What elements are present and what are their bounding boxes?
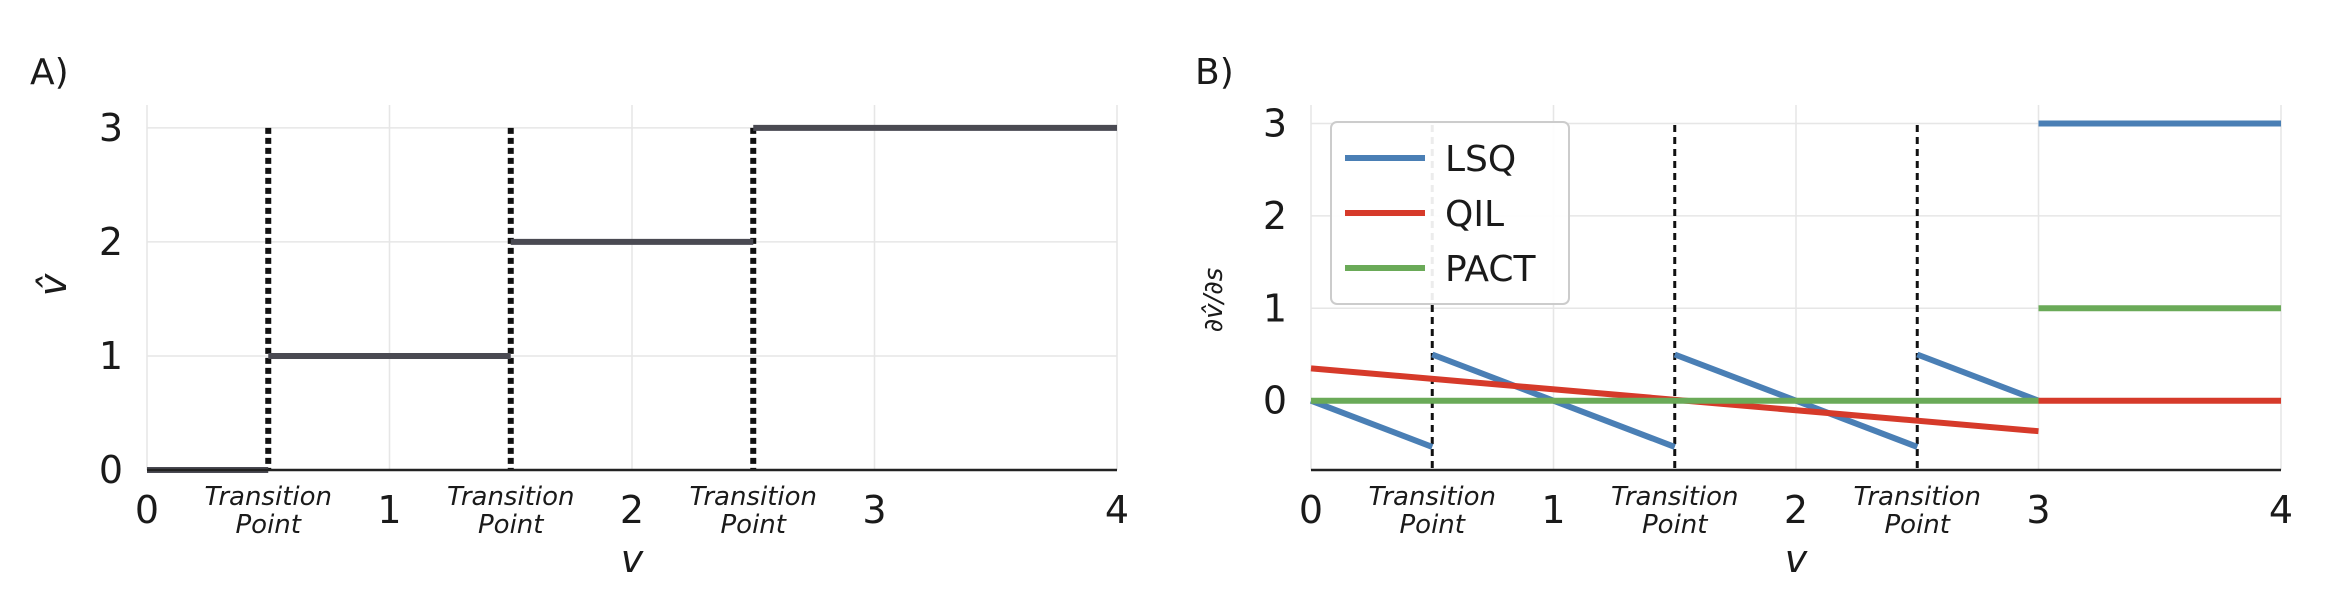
transition-label-line1: Transition — [447, 482, 575, 512]
y-tick-label: 0 — [99, 448, 123, 492]
y-tick-label: 1 — [99, 334, 123, 378]
x-tick-label: 3 — [2026, 488, 2050, 532]
transition-label-line1: Transition — [689, 482, 817, 512]
legend-box — [1330, 121, 1570, 305]
x-tick-label: 0 — [135, 488, 159, 532]
x-tick-label: 1 — [377, 488, 401, 532]
x-tick-label: 4 — [2269, 488, 2293, 532]
transition-label-line2: Point — [1642, 510, 1708, 540]
transition-label-line2: Point — [236, 510, 302, 540]
transition-label-line2: Point — [1400, 510, 1466, 540]
transition-label-line1: Transition — [204, 482, 332, 512]
x-tick-label: 0 — [1299, 488, 1323, 532]
series-lsq-segment — [1309, 397, 1434, 450]
transition-label-line1: Transition — [1853, 482, 1981, 512]
y-tick-label: 3 — [99, 106, 123, 150]
y-tick-label: 3 — [1263, 101, 1287, 145]
x-tick-label: 2 — [1784, 488, 1808, 532]
transition-label-line2: Point — [721, 510, 787, 540]
y-tick-label: 0 — [1263, 379, 1287, 423]
y-tick-label: 1 — [1263, 286, 1287, 330]
transition-label-line1: Transition — [1611, 482, 1739, 512]
y-axis-label: ∂v̂/∂s — [1199, 268, 1229, 333]
legend-label-pact: PACT — [1445, 249, 1537, 290]
x-axis-label: v — [621, 537, 644, 581]
transition-label-line2: Point — [1885, 510, 1951, 540]
x-tick-label: 2 — [620, 488, 644, 532]
y-axis-label: v̂ — [31, 273, 75, 296]
x-axis-label: v — [1785, 537, 1808, 581]
x-tick-label: 1 — [1541, 488, 1565, 532]
transition-label-line1: Transition — [1368, 482, 1496, 512]
y-tick-label: 2 — [1263, 194, 1287, 238]
panel-label: B) — [1195, 52, 1234, 93]
series-lsq-segment — [1916, 351, 2040, 404]
legend-label-lsq: LSQ — [1445, 139, 1516, 180]
legend-label-qil: QIL — [1445, 194, 1504, 235]
x-tick-label: 4 — [1105, 488, 1129, 532]
transition-label-line2: Point — [478, 510, 544, 540]
panel-label: A) — [30, 52, 69, 93]
y-tick-label: 2 — [99, 220, 123, 264]
x-tick-label: 3 — [862, 488, 886, 532]
